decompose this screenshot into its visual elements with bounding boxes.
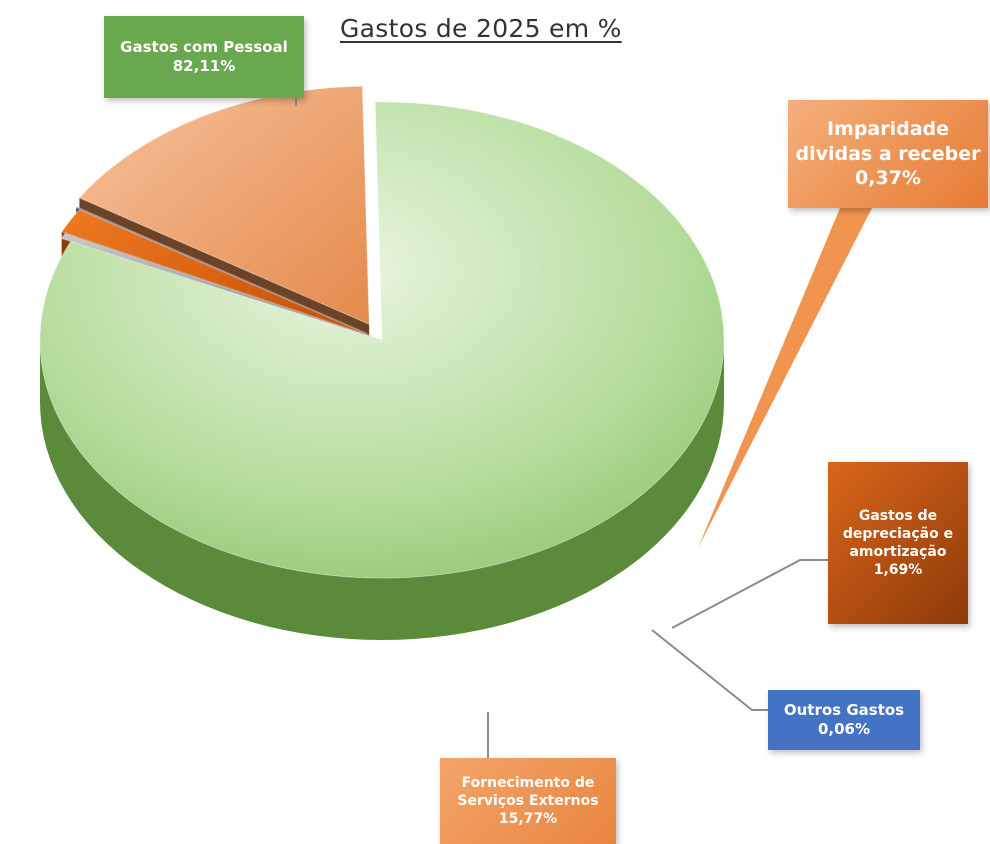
label-name-line: dividas a receber xyxy=(795,142,981,165)
pie-slice-outros-gastos xyxy=(75,206,367,334)
label-value: 15,77% xyxy=(498,811,558,828)
data-label-outros-gastos: Outros Gastos 0,06% xyxy=(768,690,920,750)
label-value: 0,37% xyxy=(855,167,921,190)
pie-slice-gastos-com-pessoal xyxy=(39,101,725,579)
data-label-depreciacao-amortizacao: Gastos de depreciação e amortização 1,69… xyxy=(828,462,968,624)
label-name-line: Imparidade xyxy=(826,117,950,140)
pie-slice-fornecimento-de-servicos-externos xyxy=(78,85,370,326)
pie-slice-imparidade-dividas-a-receber xyxy=(60,232,374,338)
data-label-gastos-com-pessoal: Gastos com Pessoal 82,11% xyxy=(104,16,304,98)
label-value: 0,06% xyxy=(817,720,871,738)
leader-lines xyxy=(295,98,872,760)
label-name-line: Gastos com Pessoal xyxy=(120,37,288,56)
data-label-imparidade: Imparidade dividas a receber 0,37% xyxy=(788,100,988,208)
leader-line-depreciacao xyxy=(671,559,828,629)
pie-side-gastos-com-pessoal xyxy=(40,340,724,640)
label-value: 1,69% xyxy=(873,562,923,579)
leader-wedge-imparidade xyxy=(698,208,872,548)
label-name-line: Serviços Externos xyxy=(457,792,599,809)
label-name-line: amortização xyxy=(849,544,947,560)
label-name-line: depreciação e xyxy=(842,525,954,542)
leader-line-outros xyxy=(651,629,768,711)
chart-title: Gastos de 2025 em % xyxy=(340,14,622,43)
label-name-line: Gastos de xyxy=(858,507,938,524)
label-name-line: Fornecimento de xyxy=(461,774,595,791)
label-name-line: Outros Gastos xyxy=(783,700,905,719)
pie-slice-gastos-de-depreciacao-e-amortizacao xyxy=(60,209,370,336)
label-value: 82,11% xyxy=(172,57,236,75)
data-label-fornecimento-servicos-externos: Fornecimento de Serviços Externos 15,77% xyxy=(440,758,616,844)
